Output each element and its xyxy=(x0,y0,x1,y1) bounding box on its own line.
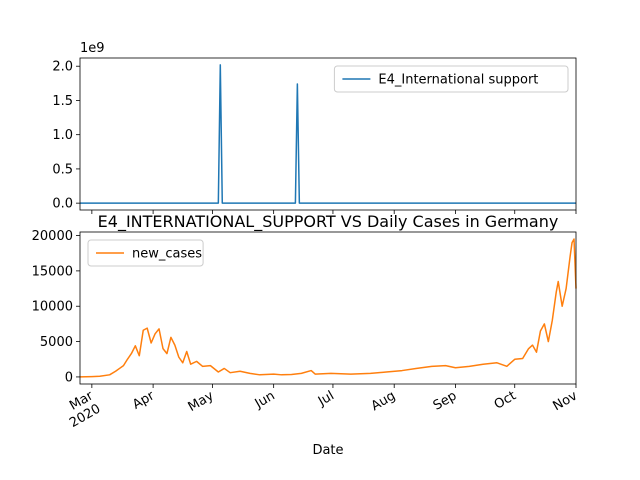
top-legend-box xyxy=(333,65,569,93)
bottom-subplot: 0 5000 10000 15000 20000 new_cases E4_INTERNAT… xyxy=(32,212,581,458)
bottom-xtick-label: Mar2020 xyxy=(60,388,104,431)
bottom-series-line xyxy=(79,238,577,378)
chart-title: E4_INTERNATIONAL_SUPPORT VS Daily Cases … xyxy=(98,212,559,232)
top-subplot: 0.0 0.5 1.0 1.5 2.0 1e9 E4_International suppo… xyxy=(52,41,577,214)
bottom-xtick-label: Aug xyxy=(369,388,398,414)
top-ytick-label: 2.0 xyxy=(52,60,73,75)
top-ytick-label: 1.5 xyxy=(52,94,73,109)
bottom-xtick-label: May xyxy=(186,388,217,415)
bottom-xtick-label: Apr xyxy=(130,388,158,413)
bottom-ytick-label: 15000 xyxy=(32,264,73,279)
bottom-ytick-label: 5000 xyxy=(40,335,73,350)
bottom-xtick-label: Sep xyxy=(431,388,460,413)
top-axes-frame xyxy=(79,57,577,211)
y-offset-label: 1e9 xyxy=(80,41,105,56)
top-legend: E4_International support xyxy=(333,65,569,93)
top-ytick-label: 1.0 xyxy=(52,128,73,143)
x-axis-label: Date xyxy=(312,443,343,458)
bottom-xtick-label: Oct xyxy=(492,388,519,412)
bottom-legend-label: new_cases xyxy=(132,247,202,262)
bottom-axes-frame xyxy=(79,231,577,385)
bottom-ytick-label: 20000 xyxy=(32,229,73,244)
bottom-legend: new_cases xyxy=(87,239,204,267)
bottom-legend-box xyxy=(87,239,204,267)
top-series-line xyxy=(80,64,576,204)
bottom-xtick-label: Jun xyxy=(252,388,278,412)
bottom-ytick-label: 10000 xyxy=(32,300,73,315)
bottom-ytick-label: 0 xyxy=(65,370,73,385)
bottom-xtick-label: Jul xyxy=(315,388,337,409)
top-ytick-label: 0.0 xyxy=(52,197,73,212)
bottom-xtick-label: Nov xyxy=(551,388,581,414)
top-legend-label: E4_International support xyxy=(378,73,538,88)
top-ytick-label: 0.5 xyxy=(52,162,73,177)
